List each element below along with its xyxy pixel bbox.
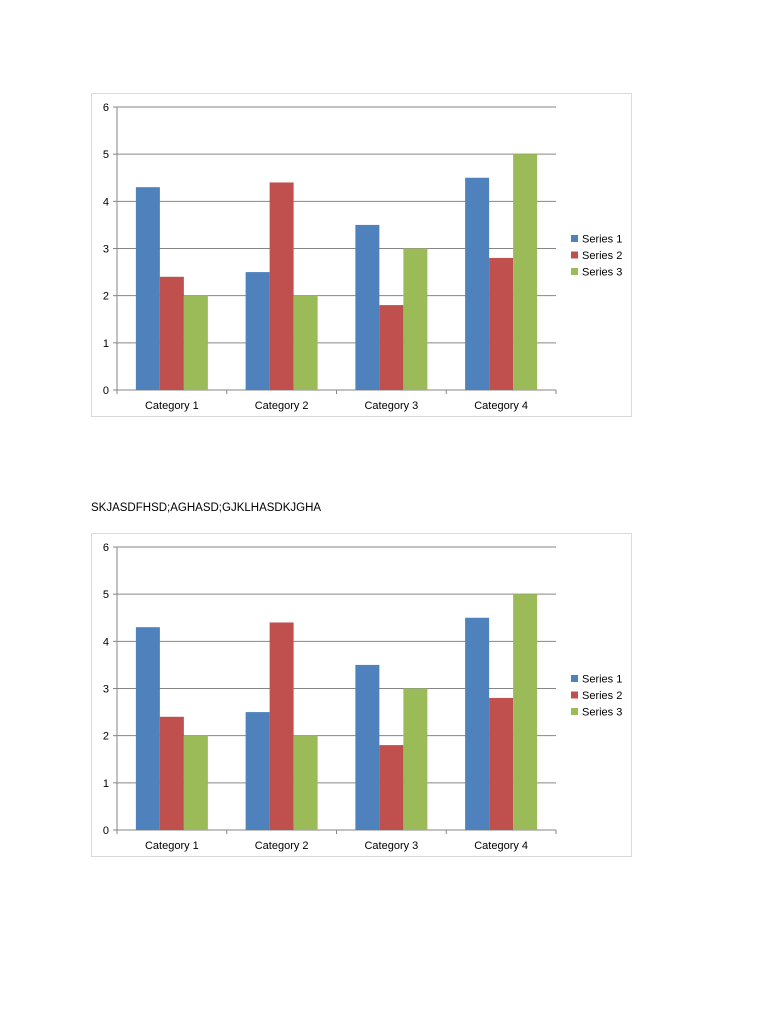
chart1-y-tick-label: 3: [103, 244, 109, 256]
chart1-x-tick-label: Category 4: [474, 400, 528, 412]
chart1-bar-series-3-category-2: [293, 295, 318, 390]
body-text: SKJASDFHSD;AGHASD;GJKLHASDKJGHA: [91, 502, 322, 514]
chart2-bar-series-2-category-3: [379, 745, 404, 830]
chart1-bar-series-3-category-1: [183, 295, 208, 390]
chart1-y-tick-label: 2: [103, 291, 109, 303]
chart2-bar-series-3-category-2: [293, 735, 318, 830]
chart2-x-tick-label: Category 3: [364, 840, 418, 852]
chart2-legend-swatch: [571, 708, 578, 715]
chart1-bar-series-2-category-2: [269, 182, 294, 390]
chart2-bar-series-3-category-4: [513, 594, 538, 830]
chart1-bar-series-2-category-3: [379, 305, 404, 390]
chart1-legend-swatch: [571, 235, 578, 242]
chart2-legend-label: Series 1: [582, 674, 622, 686]
chart1-bar-series-3-category-4: [513, 154, 538, 390]
chart1-bar-series-1-category-4: [465, 177, 490, 390]
chart2-bar-series-1-category-1: [135, 627, 160, 830]
chart2-bar-series-1-category-2: [245, 712, 270, 830]
bar-chart-1-svg: 0 1 2 3 4 5 6 Category 1 Category 2 Category 3 Cat…: [103, 102, 622, 412]
chart2-legend-swatch: [571, 691, 578, 699]
chart2-y-tick-label: 1: [103, 778, 109, 790]
chart1-x-tick-label: Category 2: [255, 400, 309, 412]
chart1-y-tick-label: 6: [103, 102, 109, 114]
bar-chart-2-svg: 0 1 2 3 4 5 6 Category 1 Category 2 Category 3 Cat…: [103, 542, 622, 852]
chart2-x-tick-label: Category 4: [474, 840, 528, 852]
chart1-y-tick-label: 1: [103, 338, 109, 350]
chart2-x-tick-label: Category 1: [145, 840, 199, 852]
chart2-bar-series-3-category-3: [403, 688, 428, 830]
chart2-x-tick-label: Category 2: [255, 840, 309, 852]
chart2-y-tick-label: 5: [103, 589, 109, 601]
chart2-bar-series-2-category-4: [489, 697, 514, 830]
chart1-legend-label: Series 2: [582, 250, 622, 262]
chart2-y-tick-label: 6: [103, 542, 109, 554]
chart2-y-tick-label: 4: [103, 636, 109, 648]
chart1-x-tick-label: Category 1: [145, 400, 199, 412]
chart2-bar-series-1-category-4: [465, 617, 490, 830]
chart1-y-tick-label: 5: [103, 149, 109, 161]
chart1-legend-label: Series 1: [582, 234, 622, 246]
chart1-legend-swatch: [571, 268, 578, 275]
chart1-bar-series-2-category-1: [159, 276, 184, 390]
chart1-bar-series-2-category-4: [489, 257, 514, 390]
chart2-bar-series-3-category-1: [183, 735, 208, 830]
chart1-y-tick-label: 0: [103, 385, 109, 397]
chart2-bar-series-1-category-3: [355, 664, 380, 830]
chart1-bar-series-1-category-2: [245, 272, 270, 390]
chart1-bar-series-1-category-1: [135, 187, 160, 390]
bar-chart-1: 0 1 2 3 4 5 6 Category 1 Category 2 Category 3 Cat…: [91, 93, 632, 417]
chart1-legend-swatch: [571, 251, 578, 259]
chart2-legend-label: Series 3: [582, 707, 622, 719]
chart2-y-tick-label: 3: [103, 684, 109, 696]
chart2-y-tick-label: 0: [103, 825, 109, 837]
chart2-bar-series-2-category-1: [159, 716, 184, 830]
chart2-y-tick-label: 2: [103, 731, 109, 743]
chart2-legend-label: Series 2: [582, 690, 622, 702]
chart1-bar-series-1-category-3: [355, 224, 380, 390]
chart1-bar-series-3-category-3: [403, 248, 428, 390]
chart1-y-tick-label: 4: [103, 196, 109, 208]
bar-chart-2: 0 1 2 3 4 5 6 Category 1 Category 2 Category 3 Cat…: [91, 533, 632, 857]
chart2-bar-series-2-category-2: [269, 622, 294, 830]
chart1-legend-label: Series 3: [582, 267, 622, 279]
chart2-legend-swatch: [571, 675, 578, 682]
chart1-x-tick-label: Category 3: [364, 400, 418, 412]
